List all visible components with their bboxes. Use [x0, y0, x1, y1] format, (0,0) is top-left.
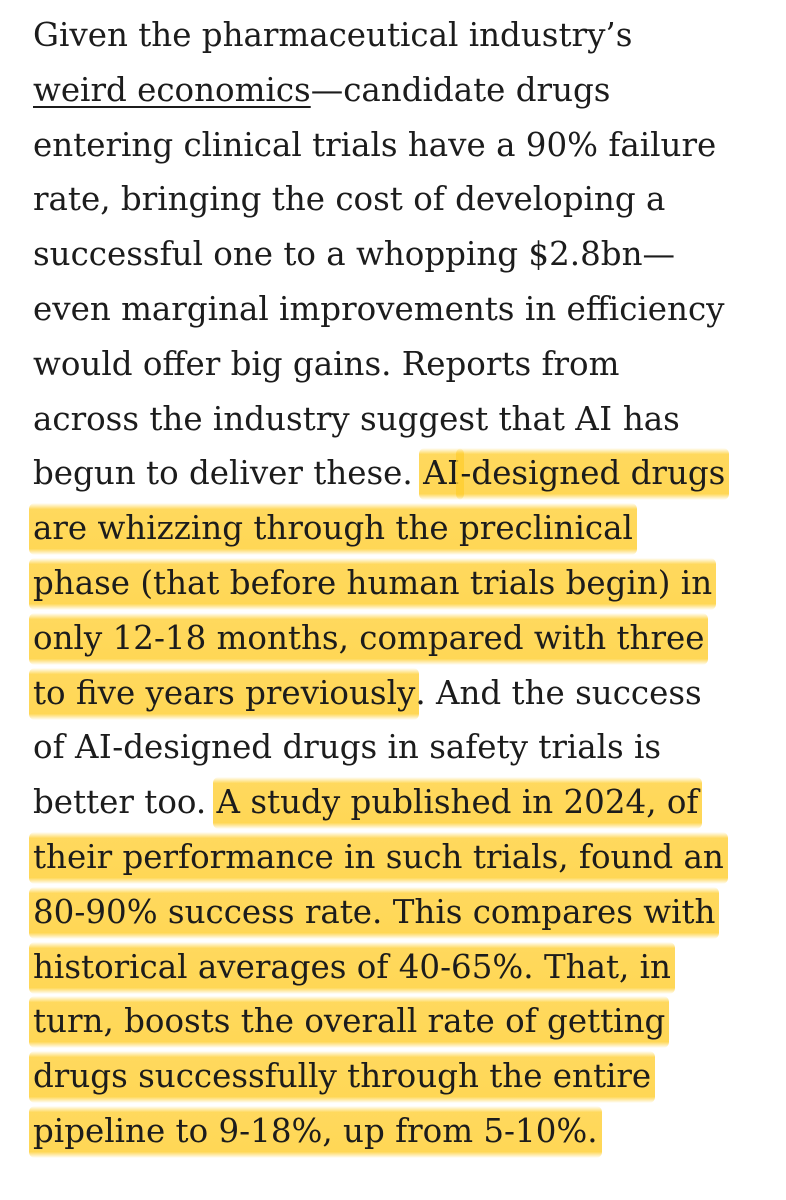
text-segment: better too. — [33, 783, 217, 822]
text-segment: entering clinical trials have a 90% fail… — [33, 125, 717, 164]
text-segment: -designed drugs in safety trials is — [112, 728, 662, 767]
paragraph-line: drugs successfully through the entire — [29, 1049, 778, 1104]
highlighted-text: A study published in 2024, of — [212, 777, 703, 830]
text-segment: . And the success — [415, 673, 702, 712]
paragraph-line: even marginal improvements in efficiency — [33, 282, 778, 337]
paragraph-line: entering clinical trials have a 90% fail… — [33, 118, 778, 173]
paragraph-line: better too. A study published in 2024, o… — [33, 775, 778, 830]
highlighted-text: 80-90% success rate. This compares with — [29, 886, 720, 939]
highlighted-text: to five years previously — [29, 667, 420, 720]
paragraph-line: pipeline to 9-18%, up from 5-10%. — [29, 1104, 778, 1159]
text-segment: would offer big gains. Reports from — [33, 344, 620, 383]
paragraph-line: would offer big gains. Reports from — [33, 337, 778, 392]
text-segment: Given the pharmaceutical industry’s — [33, 16, 633, 54]
text-segment: —candidate drugs — [310, 70, 611, 109]
paragraph-line: rate, bringing the cost of developing a — [33, 172, 778, 227]
highlighted-text: only 12-18 months, compared with three — [29, 612, 709, 665]
text-segment: rate, bringing the cost of developing a — [33, 180, 666, 219]
paragraph-line: are whizzing through the preclinical — [29, 501, 778, 556]
highlighted-text: -designed drugs — [456, 448, 730, 501]
paragraph-line: to five years previously. And the succes… — [29, 666, 778, 721]
paragraph-line: only 12-18 months, compared with three — [29, 611, 778, 666]
text-segment: even marginal improvements in efficiency — [33, 289, 725, 328]
paragraph-line: their performance in such trials, found … — [29, 830, 778, 885]
text-segment: of — [33, 728, 75, 767]
paragraph-line: historical averages of 40-65%. That, in — [29, 940, 778, 995]
paragraph-line: successful one to a whopping $2.8bn— — [33, 227, 778, 282]
text-segment: AI — [74, 728, 113, 767]
paragraph-line: of AI-designed drugs in safety trials is — [33, 720, 778, 775]
highlighted-text: turn, boosts the overall rate of getting — [29, 996, 670, 1049]
highlighted-text: drugs successfully through the entire — [29, 1051, 656, 1104]
highlighted-text: are whizzing through the preclinical — [29, 503, 637, 556]
paragraph-line: phase (that before human trials begin) i… — [29, 556, 778, 611]
text-segment: AI — [575, 399, 613, 438]
paragraph-line: begun to deliver these. AI-designed drug… — [33, 446, 778, 501]
paragraph-line: across the industry suggest that AI has — [33, 392, 778, 447]
highlighted-text: their performance in such trials, found … — [29, 831, 728, 884]
paragraph-line: weird economics—candidate drugs — [33, 63, 778, 118]
text-segment: begun to deliver these. — [33, 454, 424, 493]
highlighted-text: phase (that before human trials begin) i… — [29, 557, 717, 610]
highlighted-text: historical averages of 40-65%. That, in — [29, 941, 675, 994]
paragraph-line: 80-90% success rate. This compares with — [29, 885, 778, 940]
paragraph-line: turn, boosts the overall rate of getting — [29, 994, 778, 1049]
paragraph-line: Given the pharmaceutical industry’s — [33, 8, 778, 63]
text-segment: across the industry suggest that — [33, 399, 576, 438]
highlighted-text: pipeline to 9-18%, up from 5-10%. — [29, 1105, 602, 1158]
text-segment: has — [612, 399, 680, 438]
article-link[interactable]: weird economics — [33, 70, 311, 109]
text-segment: successful one to a whopping $2.8bn— — [33, 235, 676, 274]
article-body: Given the pharmaceutical industry’s weird… — [29, 8, 778, 1159]
